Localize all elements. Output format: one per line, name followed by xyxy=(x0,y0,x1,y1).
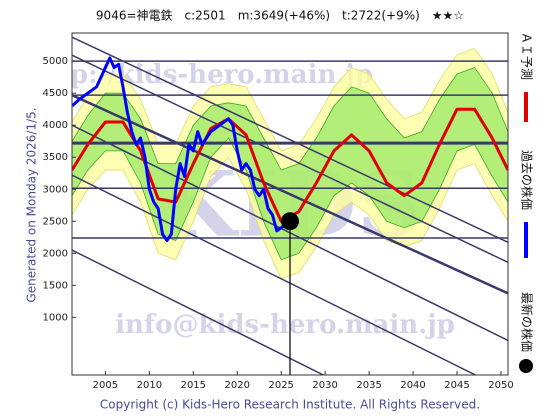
trend-line xyxy=(72,249,324,375)
trend-line xyxy=(72,54,508,264)
x-tick-label: 2045 xyxy=(444,380,469,391)
trend-line xyxy=(72,174,476,375)
x-tick-label: 2005 xyxy=(93,380,118,391)
x-tick-label: 2035 xyxy=(356,380,381,391)
y-tick-label: 3500 xyxy=(43,152,68,163)
plot-frame xyxy=(71,32,509,376)
y-tick-label: 1000 xyxy=(43,312,68,323)
trend-line xyxy=(72,94,508,295)
axes: 1000 1500 2000 2500 3000 3500 4000 4500 5000 2005… xyxy=(43,56,514,391)
y-tick-label: 1500 xyxy=(43,280,68,291)
plot-area: http://kids-hero.main.jpKIDSinfo@kids-he… xyxy=(27,36,508,375)
x-tick-label: 2025 xyxy=(268,380,293,391)
y-tick-label: 3000 xyxy=(43,184,68,195)
legend-swatch xyxy=(519,359,533,373)
x-tick-label: 2010 xyxy=(137,380,162,391)
series-line xyxy=(72,56,291,243)
latest-point xyxy=(281,212,299,231)
legend-label: 最新の株価 xyxy=(520,292,535,352)
trend-line xyxy=(72,36,508,243)
y-tick-label: 2000 xyxy=(43,248,68,259)
x-tick-label: 2015 xyxy=(181,380,206,391)
y-tick-label: 5000 xyxy=(43,56,68,67)
chart-title: 9046=神電鉄 c:2501 m:3649(+46%) t:2722(+9%)… xyxy=(96,8,464,23)
watermark: http://kids-hero.main.jp xyxy=(27,60,373,90)
y-tick-label: 2500 xyxy=(43,216,68,227)
side-text: Generated on Monday 2026/1/5. xyxy=(25,107,39,302)
legend-label: 過去の株価 xyxy=(520,150,535,210)
watermark: info@kids-hero.main.jp xyxy=(115,310,455,340)
x-tick-label: 2040 xyxy=(400,380,425,391)
legend-label: ＡＩ予測 xyxy=(520,32,534,80)
x-tick-label: 2030 xyxy=(312,380,337,391)
y-tick-label: 4000 xyxy=(43,120,68,131)
y-tick-label: 4500 xyxy=(43,88,68,99)
forecast-band xyxy=(72,67,508,261)
footer: Copyright (c) Kids-Hero Research Institu… xyxy=(100,398,480,412)
x-tick-label: 2020 xyxy=(225,380,250,391)
x-tick-label: 2050 xyxy=(488,380,513,391)
